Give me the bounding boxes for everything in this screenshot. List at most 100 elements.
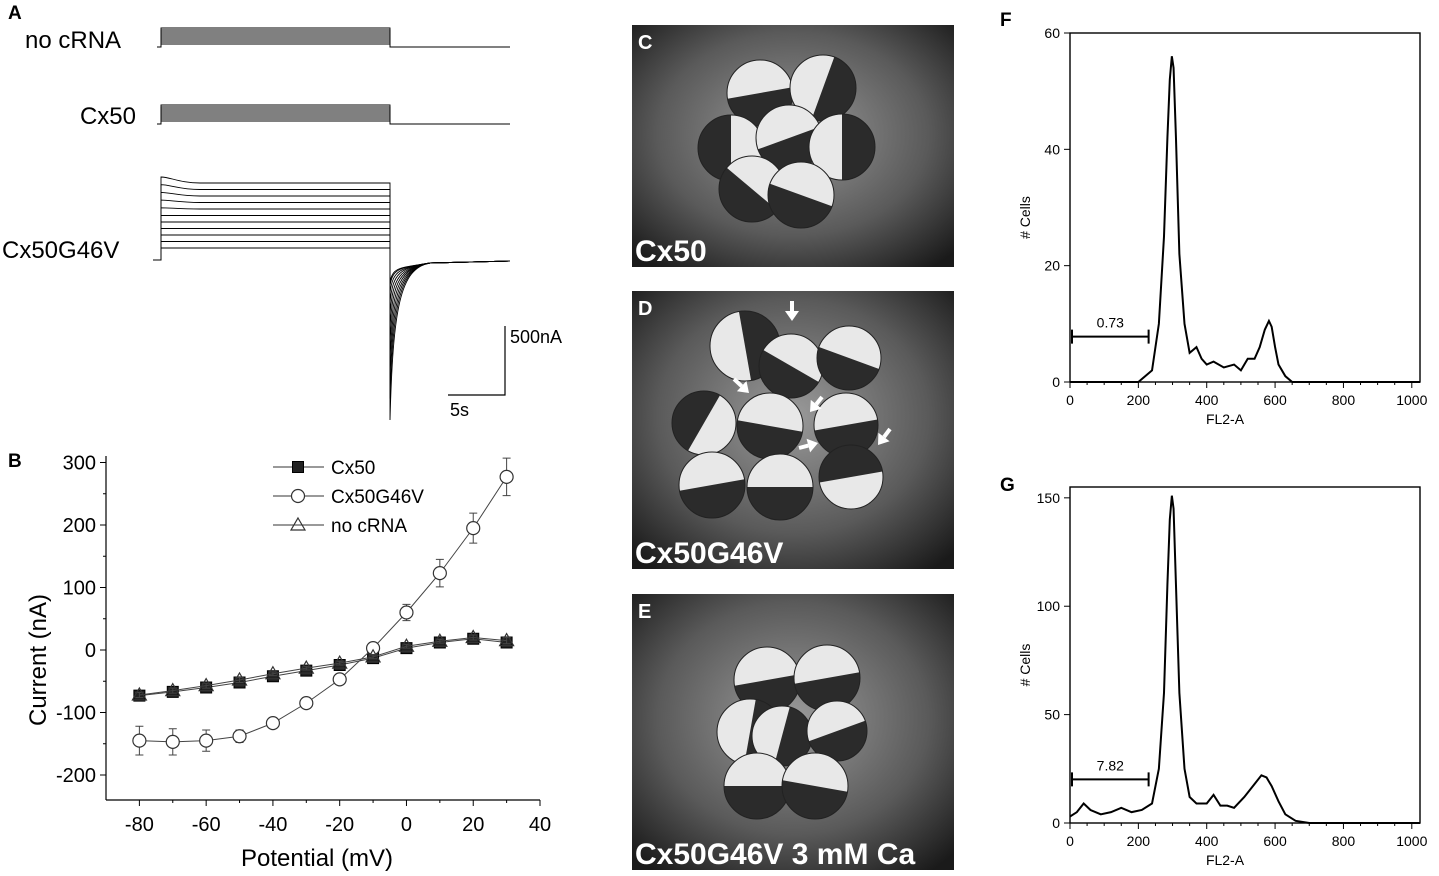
iv-legend-marker <box>290 488 306 504</box>
histogram-y-tick-label: 50 <box>1044 707 1060 723</box>
iv-point <box>432 566 447 581</box>
arrow-icon <box>878 427 892 445</box>
oocyte-outline <box>746 453 814 521</box>
histogram-gate-marker <box>1071 329 1150 344</box>
iv-legend-marker <box>289 516 307 531</box>
cx50g46v-sweep <box>153 221 511 314</box>
iv-point <box>165 734 180 749</box>
oocyte <box>759 334 823 398</box>
panel-b-letter: B <box>8 451 22 472</box>
oocyte <box>768 162 834 228</box>
iv-point <box>198 677 215 692</box>
oocyte-outline <box>808 113 876 181</box>
cx50g46v-sweep <box>153 228 511 303</box>
traces-no-crna <box>157 27 510 48</box>
iv-legend-marker <box>292 461 304 473</box>
histogram-y-tick-label: 20 <box>1044 258 1060 274</box>
cx50-sweep <box>157 114 510 125</box>
iv-y-axis-label: Current (nA) <box>25 594 52 726</box>
histogram-y-tick-label: 60 <box>1044 25 1060 41</box>
iv-legend-label: Cx50G46V <box>331 487 424 508</box>
histogram-y-axis-label: # Cells <box>1017 196 1033 239</box>
histogram-y-tick-label: 40 <box>1044 141 1060 157</box>
iv-x-tick-label: -20 <box>325 814 354 836</box>
iv-series-line <box>139 636 507 696</box>
iv-point <box>365 648 382 663</box>
no-crna-sweep <box>157 37 510 48</box>
no-crna-sweep <box>157 41 510 48</box>
histogram-x-tick-label: 800 <box>1332 833 1356 849</box>
photo-d-oocytes-cx50g46v: D Cx50G46V <box>632 291 954 569</box>
iv-point <box>264 665 281 680</box>
trace-label-cx50: Cx50 <box>80 103 136 130</box>
oocyte <box>809 114 875 180</box>
scale-current-label: 500nA <box>510 327 562 347</box>
histogram-x-axis-label: FL2-A <box>1206 852 1245 868</box>
iv-series-line <box>139 476 508 743</box>
cx50g46v-sweep <box>153 184 511 399</box>
oocyte-outline <box>767 161 835 229</box>
histogram-x-tick-label: 600 <box>1263 833 1287 849</box>
histogram-x-tick-label: 200 <box>1127 392 1151 408</box>
no-crna-sweep <box>157 27 510 48</box>
cx50g46v-sweep <box>153 241 511 286</box>
iv-point <box>199 733 214 748</box>
histogram-x-tick-label: 1000 <box>1396 392 1427 408</box>
iv-x-tick-label: -80 <box>125 814 154 836</box>
oocyte <box>672 391 736 455</box>
cx50-sweep <box>157 118 510 125</box>
iv-point <box>398 638 415 652</box>
photo-e-oocytes-cx50g46v-3mm-ca: E Cx50G46V 3 mM Ca <box>632 594 954 870</box>
photo-c-oocytes-cx50: C Cx50 <box>632 25 954 267</box>
iv-y-tick-label: 300 <box>63 453 96 475</box>
iv-x-tick-label: 0 <box>401 814 412 836</box>
trace-label-cx50g46v: Cx50G46V <box>2 237 119 264</box>
oocyte <box>719 156 785 222</box>
iv-point <box>399 605 414 620</box>
histogram-gate-value: 7.82 <box>1097 757 1124 773</box>
arrow-icon <box>785 301 799 321</box>
iv-point <box>331 654 348 669</box>
iv-x-tick-label: -60 <box>192 814 221 836</box>
iv-point <box>498 632 515 647</box>
iv-x-tick-label: -40 <box>258 814 287 836</box>
iv-point <box>465 629 482 644</box>
photo-panel-letter: C <box>638 32 652 54</box>
oocyte <box>817 326 881 390</box>
histogram-y-tick-label: 100 <box>1037 598 1061 614</box>
iv-point <box>164 682 181 697</box>
scale-time-label: 5s <box>450 400 469 420</box>
iv-series-1 <box>132 457 514 756</box>
panel-a-letter: A <box>8 3 22 24</box>
cx50-sweep <box>157 116 510 125</box>
arrow-icon <box>798 438 818 453</box>
histogram-y-tick-label: 0 <box>1052 815 1060 831</box>
arrow-icon <box>810 395 824 412</box>
oocyte-outline <box>678 451 746 519</box>
histogram-y-tick-label: 0 <box>1052 374 1060 390</box>
iv-series <box>131 457 515 756</box>
histogram-gate-marker <box>1071 772 1150 787</box>
histogram-x-tick-label: 200 <box>1127 833 1151 849</box>
histogram-curve <box>1070 56 1420 383</box>
scale-bar: 500nA 5s <box>448 326 562 420</box>
photo-panel-letter: D <box>638 298 652 320</box>
iv-y-tick-label: -200 <box>56 765 96 787</box>
iv-point <box>265 716 281 731</box>
iv-legend-label: no cRNA <box>331 516 407 537</box>
iv-y-tick-label: 200 <box>63 515 96 537</box>
panel-a-traces: A no cRNA Cx50 Cx50G46V 500nA 5s <box>2 3 562 421</box>
iv-series-2 <box>131 629 515 701</box>
iv-point <box>232 729 247 744</box>
histogram-frame <box>1069 32 1421 383</box>
traces-cx50 <box>157 104 510 125</box>
iv-x-tick-label: 20 <box>462 814 484 836</box>
cx50g46v-sweep <box>153 176 511 421</box>
iv-y-tick-label: 0 <box>85 640 96 662</box>
histogram-panel-letter: G <box>1000 475 1015 496</box>
iv-point <box>365 641 381 656</box>
histogram-gate-value: 0.73 <box>1097 315 1124 331</box>
